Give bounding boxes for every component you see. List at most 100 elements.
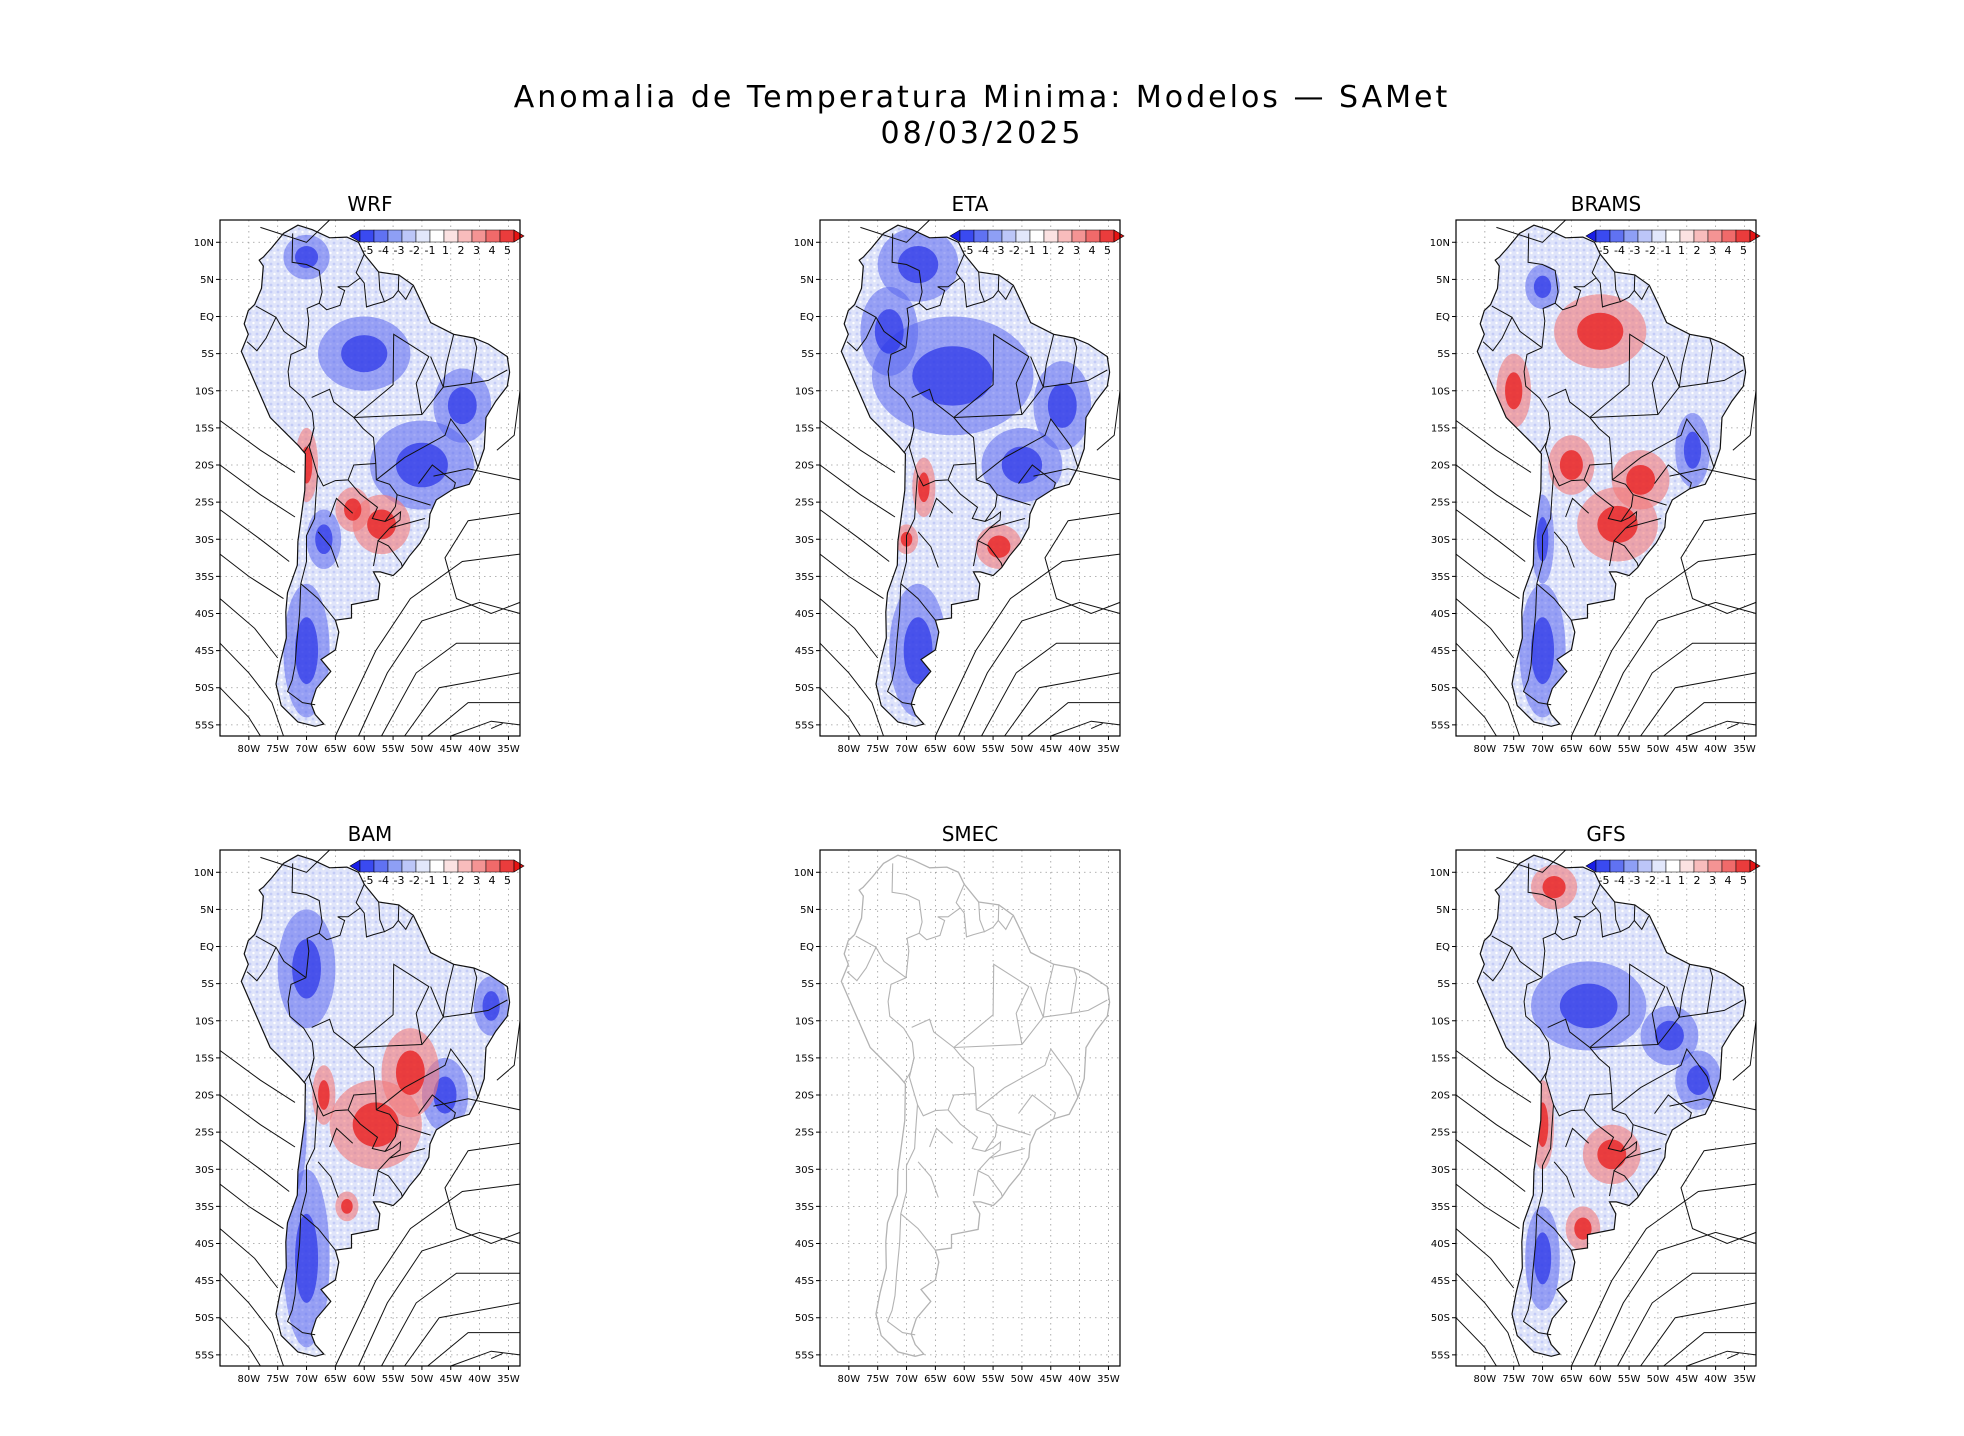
colorbar-label: 3 bbox=[473, 874, 480, 887]
axes: 10N 5N EQ 5S 10S 15S 20S 25S 30S 35S 40S 45S 50S 55S 8… bbox=[1430, 238, 1756, 755]
colorbar-swatch bbox=[471, 859, 487, 873]
map-smec: 10N 5N EQ 5S 10S 15S 20S 25S 30S 35S 40S 45S 50S 55S 8… bbox=[794, 849, 1121, 1385]
lon-tick-label: 75W bbox=[266, 1374, 289, 1385]
colorbar-label: 5 bbox=[1104, 244, 1111, 257]
colorbar-swatch bbox=[429, 229, 445, 243]
colorbar-label: 1 bbox=[1678, 244, 1685, 257]
lat-tick-label: 5N bbox=[200, 275, 214, 286]
lat-tick-label: 30S bbox=[1431, 1165, 1450, 1176]
colorbar-swatch bbox=[1029, 229, 1045, 243]
lon-tick-label: 35W bbox=[1097, 1374, 1120, 1385]
colorbar-label: -3 bbox=[1630, 874, 1641, 887]
axes: 10N 5N EQ 5S 10S 15S 20S 25S 30S 35S 40S 45S 50S 55S 8… bbox=[194, 238, 520, 755]
panel-title-wrf: WRF bbox=[347, 192, 393, 216]
colorbar-swatch bbox=[387, 859, 403, 873]
isobar-lines bbox=[219, 219, 521, 737]
colorbar-swatch bbox=[401, 859, 417, 873]
colorbar-swatch bbox=[401, 229, 417, 243]
panel-wrf: WRF -5 -4 -3 -2 -1 1 2 3 4 5 10N 5N EQ 5S 10S 15S 20S 25S 3… bbox=[170, 190, 530, 766]
colorbar-label: 5 bbox=[1740, 244, 1747, 257]
lat-tick-label: 10N bbox=[794, 238, 814, 249]
lon-tick-label: 70W bbox=[295, 1374, 318, 1385]
colorbar-label: -1 bbox=[1661, 244, 1672, 257]
colorbar-swatch bbox=[415, 859, 431, 873]
panel-bam: BAM -5 -4 -3 -2 -1 1 2 3 4 5 10N 5N EQ 5S 10S 15S 20S 25S 3… bbox=[170, 820, 530, 1396]
lat-tick-label: 40S bbox=[795, 1239, 814, 1250]
figure-date: 08/03/2025 bbox=[880, 116, 1084, 151]
country-borders bbox=[246, 863, 508, 1336]
colorbar-label: -2 bbox=[409, 244, 420, 257]
lon-tick-label: 75W bbox=[1502, 744, 1525, 755]
colorbar-swatch bbox=[499, 229, 515, 243]
colorbar-label: 1 bbox=[1042, 244, 1049, 257]
lat-tick-label: 50S bbox=[195, 1313, 214, 1324]
colorbar-label: 2 bbox=[1694, 874, 1701, 887]
lat-tick-label: 25S bbox=[195, 498, 214, 509]
lon-tick-label: 45W bbox=[439, 744, 462, 755]
colorbar-swatch bbox=[443, 229, 459, 243]
colorbar-swatch bbox=[499, 859, 515, 873]
colorbar-swatch bbox=[1071, 229, 1087, 243]
colorbar: -5 -4 -3 -2 -1 1 2 3 4 5 bbox=[1585, 859, 1761, 887]
lat-tick-label: EQ bbox=[1436, 942, 1450, 953]
colorbar: -5 -4 -3 -2 -1 1 2 3 4 5 bbox=[1585, 229, 1761, 257]
lat-tick-label: 10S bbox=[795, 386, 814, 397]
lon-tick-label: 60W bbox=[1589, 1374, 1612, 1385]
lat-tick-label: 25S bbox=[1431, 1128, 1450, 1139]
lon-tick-label: 55W bbox=[1618, 1374, 1641, 1385]
lon-tick-label: 35W bbox=[497, 1374, 520, 1385]
isobar-lines bbox=[1455, 219, 1757, 737]
lat-tick-label: 30S bbox=[195, 1165, 214, 1176]
panel-title-smec: SMEC bbox=[941, 822, 999, 846]
colorbar-swatch bbox=[387, 229, 403, 243]
anomaly-field bbox=[1477, 855, 1746, 1357]
lat-tick-label: 45S bbox=[795, 1276, 814, 1287]
colorbar-label: 2 bbox=[1694, 244, 1701, 257]
lon-tick-label: 60W bbox=[953, 1374, 976, 1385]
lat-tick-label: 15S bbox=[795, 1053, 814, 1064]
colorbar-label: 3 bbox=[1709, 874, 1716, 887]
lon-tick-label: 60W bbox=[353, 1374, 376, 1385]
lat-tick-label: 35S bbox=[795, 572, 814, 583]
map-bam: -5 -4 -3 -2 -1 1 2 3 4 5 10N 5N EQ 5S 10S 15S 20S 25S 30S 3… bbox=[194, 849, 525, 1385]
colorbar-swatch bbox=[1679, 859, 1695, 873]
lat-tick-label: 50S bbox=[795, 683, 814, 694]
lon-tick-label: 55W bbox=[382, 744, 405, 755]
lon-tick-label: 80W bbox=[1474, 1374, 1497, 1385]
colorbar-swatch bbox=[1085, 229, 1101, 243]
colorbar-swatch bbox=[1609, 229, 1625, 243]
colorbar-swatch bbox=[959, 229, 975, 243]
lat-tick-label: 45S bbox=[795, 646, 814, 657]
lat-tick-label: 20S bbox=[795, 461, 814, 472]
lat-tick-label: 40S bbox=[1431, 1239, 1450, 1250]
plot-frame bbox=[219, 849, 521, 1367]
lon-tick-label: 65W bbox=[924, 744, 947, 755]
lat-tick-label: 55S bbox=[195, 1350, 214, 1361]
colorbar-swatch bbox=[373, 859, 389, 873]
lat-tick-label: 10S bbox=[195, 1016, 214, 1027]
lon-tick-label: 60W bbox=[1589, 744, 1612, 755]
lat-tick-label: 5N bbox=[1436, 905, 1450, 916]
axes: 10N 5N EQ 5S 10S 15S 20S 25S 30S 35S 40S 45S 50S 55S 8… bbox=[194, 868, 520, 1385]
country-borders bbox=[246, 233, 508, 706]
lon-tick-label: 35W bbox=[497, 744, 520, 755]
lat-tick-label: 20S bbox=[795, 1091, 814, 1102]
colorbar-swatch bbox=[485, 859, 501, 873]
colorbar-swatch bbox=[987, 229, 1003, 243]
isobar-lines bbox=[1455, 849, 1757, 1367]
lon-tick-label: 50W bbox=[411, 744, 434, 755]
lat-tick-label: 40S bbox=[195, 609, 214, 620]
colorbar-label: 2 bbox=[458, 874, 465, 887]
coastline bbox=[240, 854, 511, 1357]
lon-tick-label: 40W bbox=[1704, 1374, 1727, 1385]
lat-tick-label: 40S bbox=[1431, 609, 1450, 620]
lon-tick-label: 45W bbox=[1675, 744, 1698, 755]
colorbar-label: -2 bbox=[1009, 244, 1020, 257]
colorbar: -5 -4 -3 -2 -1 1 2 3 4 5 bbox=[349, 859, 525, 887]
lat-tick-label: 20S bbox=[1431, 1091, 1450, 1102]
lat-tick-label: 10N bbox=[1430, 868, 1450, 879]
lat-tick-label: 30S bbox=[1431, 535, 1450, 546]
colorbar-swatch bbox=[485, 229, 501, 243]
lon-tick-label: 55W bbox=[982, 1374, 1005, 1385]
coastline bbox=[840, 854, 1111, 1357]
